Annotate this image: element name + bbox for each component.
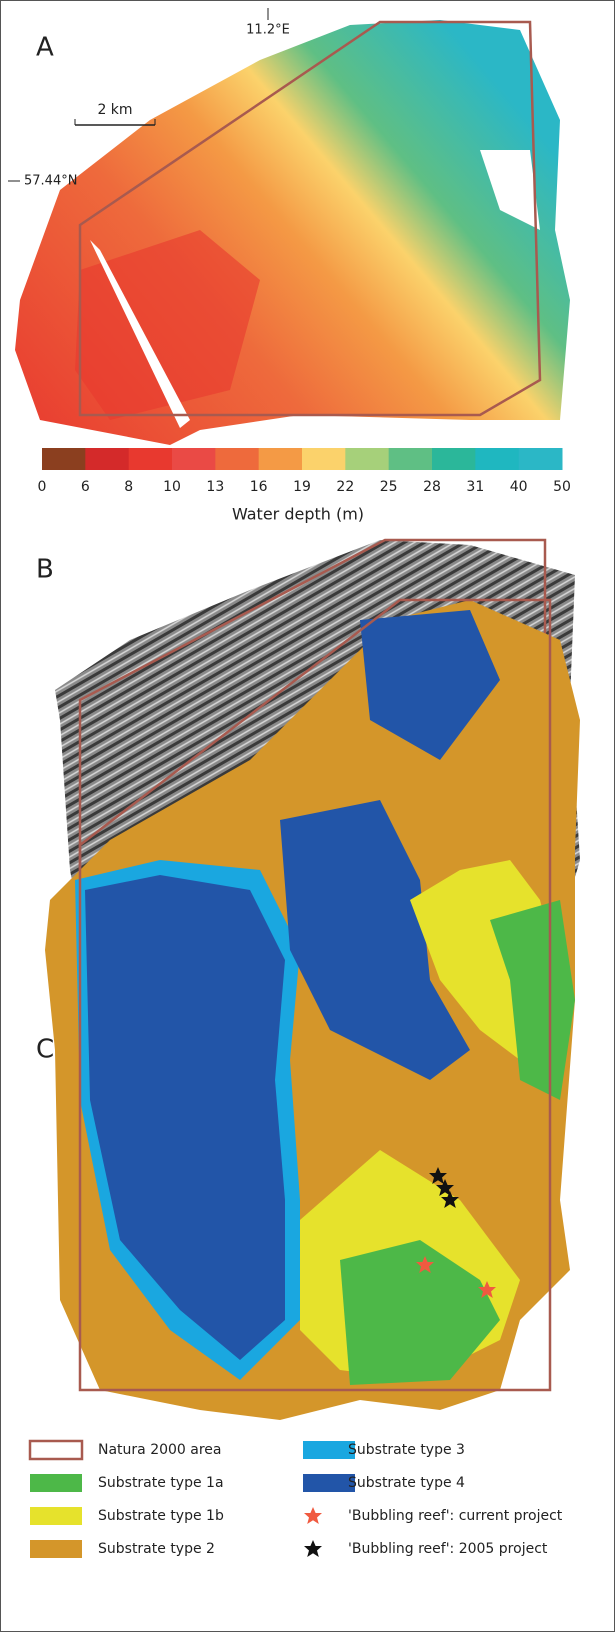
colorbar-tick-label: 50: [553, 479, 571, 495]
panel-label: A: [36, 33, 54, 63]
colorbar-segment: [389, 448, 433, 470]
colorbar-segment: [259, 448, 303, 470]
legend-swatch: [304, 1507, 322, 1524]
colorbar-tick-label: 8: [124, 479, 133, 495]
colorbar: 0 6 8 10 13 16 19 22 25 28 31 40 50: [38, 448, 571, 495]
legend-swatch: [30, 1474, 82, 1492]
legend-label: Substrate type 4: [348, 1475, 465, 1491]
legend-label: 'Bubbling reef': 2005 project: [348, 1541, 548, 1557]
colorbar-tick-label: 31: [466, 479, 484, 495]
legend-swatch: [30, 1507, 82, 1525]
colorbar-tick-label: 10: [163, 479, 181, 495]
legend-label: Substrate type 3: [348, 1442, 465, 1458]
colorbar-segment: [345, 448, 389, 470]
legend-label: 'Bubbling reef': current project: [348, 1508, 563, 1524]
colorbar-tick-label: 13: [206, 479, 224, 495]
colorbar-segment: [129, 448, 173, 470]
legend-label: Natura 2000 area: [98, 1442, 222, 1458]
longitude-label: 11.2°E: [246, 23, 290, 38]
legend-swatch: [30, 1441, 82, 1459]
colorbar-title: Water depth (m): [232, 505, 364, 524]
scale-label: 2 km: [97, 102, 132, 118]
colorbar-segment: [215, 448, 259, 470]
colorbar-tick-label: 28: [423, 479, 441, 495]
legend: Natura 2000 area Substrate type 1a Substra…: [30, 1441, 563, 1558]
colorbar-segment: [85, 448, 129, 470]
colorbar-segment: [172, 448, 216, 470]
colorbar-segment: [432, 448, 476, 470]
colorbar-tick-label: 0: [38, 479, 47, 495]
colorbar-segment: [519, 448, 563, 470]
legend-label: Substrate type 1a: [98, 1475, 224, 1491]
colorbar-tick-label: 25: [380, 479, 398, 495]
map-a: [8, 8, 570, 445]
colorbar-tick-label: 40: [510, 479, 528, 495]
colorbar-tick-label: 19: [293, 479, 311, 495]
panel-label: B: [36, 555, 54, 585]
legend-label: Substrate type 2: [98, 1541, 215, 1557]
legend-label: Substrate type 1b: [98, 1508, 224, 1524]
colorbar-segment: [42, 448, 86, 470]
panel-label: C: [36, 1035, 54, 1065]
colorbar-segment: [475, 448, 519, 470]
figure: A 11.2°E 57.44°N 2 km 0 6 8 10 13 16 19 22 25 28 3…: [0, 0, 615, 1632]
latitude-label: 57.44°N: [24, 174, 77, 189]
legend-swatch: [304, 1540, 322, 1557]
colorbar-tick-label: 6: [81, 479, 90, 495]
colorbar-segment: [302, 448, 346, 470]
colorbar-tick-label: 22: [336, 479, 354, 495]
legend-swatch: [30, 1540, 82, 1558]
colorbar-tick-label: 16: [250, 479, 268, 495]
